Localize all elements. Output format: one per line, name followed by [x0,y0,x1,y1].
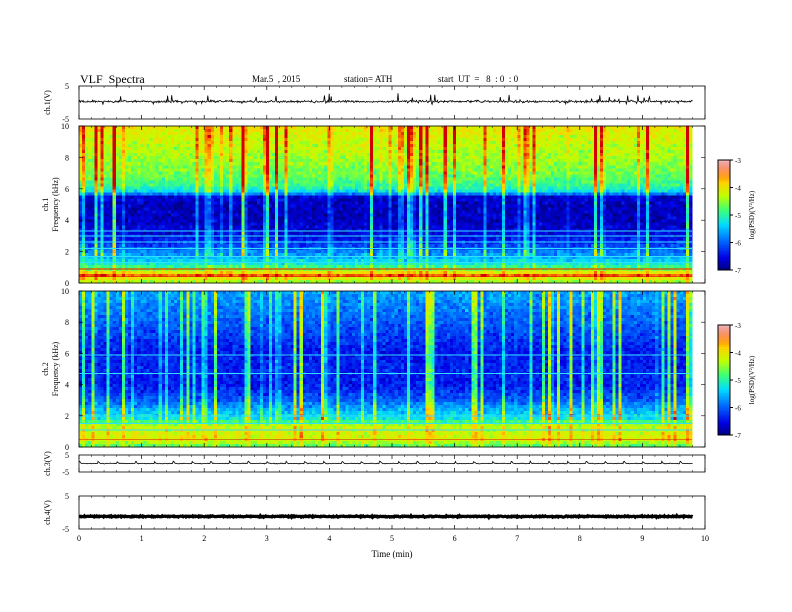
ch1-spectrogram-colorbar: -3 -4 -5 -6 -7 log(PSD)(V²/Hz) [717,157,756,275]
colorbar-tick-label: -3 [735,157,741,165]
y-tick-label: 5 [65,492,69,501]
x-tick-label: 6 [453,534,457,543]
x-tick-label: 1 [140,534,144,543]
ch4-waveform-panel [79,512,694,521]
ch3-waveform-trace [78,459,693,465]
colorbar-tick-label: -7 [735,267,741,275]
y-tick-label: -5 [62,115,69,124]
y-tick-label: -5 [62,525,69,534]
x-tick-label: 10 [701,534,709,543]
ch2-spectrogram-panel [79,291,693,448]
ch1-waveform-ylabel: ch.1(V) [43,90,52,115]
y-tick-label: 10 [61,287,69,296]
x-tick-label: 8 [578,534,582,543]
y-tick-label: 5 [65,451,69,460]
y-tick-label: 5 [65,82,69,91]
ch1-waveform-frame [78,85,706,120]
date-label: Mar.5 , 2015 [252,74,300,84]
colorbar-tick-label: -7 [735,432,741,440]
ch1-spectrogram-ylabel-frequency: Frequency (kHz) [51,177,60,232]
ch4-waveform-frame [78,495,706,530]
y-tick-label: 2 [65,412,69,421]
start-time-label: start UT = 8 : 0 : 0 [438,74,518,84]
x-tick-label: 3 [265,534,269,543]
ch2-spectrogram-colorbar: -3 -4 -5 -6 -7 log(PSD)(V²/Hz) [717,322,756,440]
x-tick-label: 9 [640,534,644,543]
y-tick-label: 4 [65,216,69,225]
colorbar-tick-label: -4 [735,350,741,358]
x-tick-label: 4 [327,534,331,543]
x-tick-label: 2 [202,534,206,543]
x-tick-label: 0 [77,534,81,543]
ch2-spectrogram-ylabel-frequency: Frequency (kHz) [51,341,60,396]
ch3-waveform-panel [78,459,693,465]
ch3-waveform-ylabel: ch.3(V) [43,451,52,476]
ch2-spectrogram-ylabel-channel: ch.2 [41,362,50,376]
ch1-waveform-trace [78,93,693,106]
ch4-waveform-ylabel: ch.4(V) [43,500,52,525]
colorbar-label: log(PSD)(V²/Hz) [748,190,756,239]
colorbar-tick-label: -6 [735,240,741,248]
ch1-spectrogram-panel [79,126,693,284]
colorbar-tick-label: -4 [735,185,741,193]
colorbar-tick-label: -3 [735,322,741,330]
y-tick-label: 8 [65,318,69,327]
colorbar-tick-label: -6 [735,405,741,413]
y-tick-label: 0 [65,443,69,452]
y-tick-label: 6 [65,185,69,194]
y-tick-label: 8 [65,153,69,162]
ch1-waveform-panel [78,93,693,106]
figure-title: VLF Spectra [80,72,145,87]
y-tick-label: 6 [65,349,69,358]
colorbar-label: log(PSD)(V²/Hz) [748,355,756,404]
y-tick-label: -5 [62,468,69,477]
ch4-waveform-trace [79,512,694,521]
y-tick-label: 4 [65,381,69,390]
y-tick-label: 2 [65,248,69,257]
y-tick-label: 0 [65,279,69,288]
colorbar-tick-label: -5 [735,212,741,220]
x-axis-label: Time (min) [372,549,413,559]
x-tick-label: 5 [390,534,394,543]
ch1-spectrogram-ylabel-channel: ch.1 [41,198,50,212]
y-tick-label: 10 [61,122,69,131]
colorbar-tick-label: -5 [735,377,741,385]
x-tick-label: 7 [515,534,519,543]
station-label: station= ATH [344,74,392,84]
